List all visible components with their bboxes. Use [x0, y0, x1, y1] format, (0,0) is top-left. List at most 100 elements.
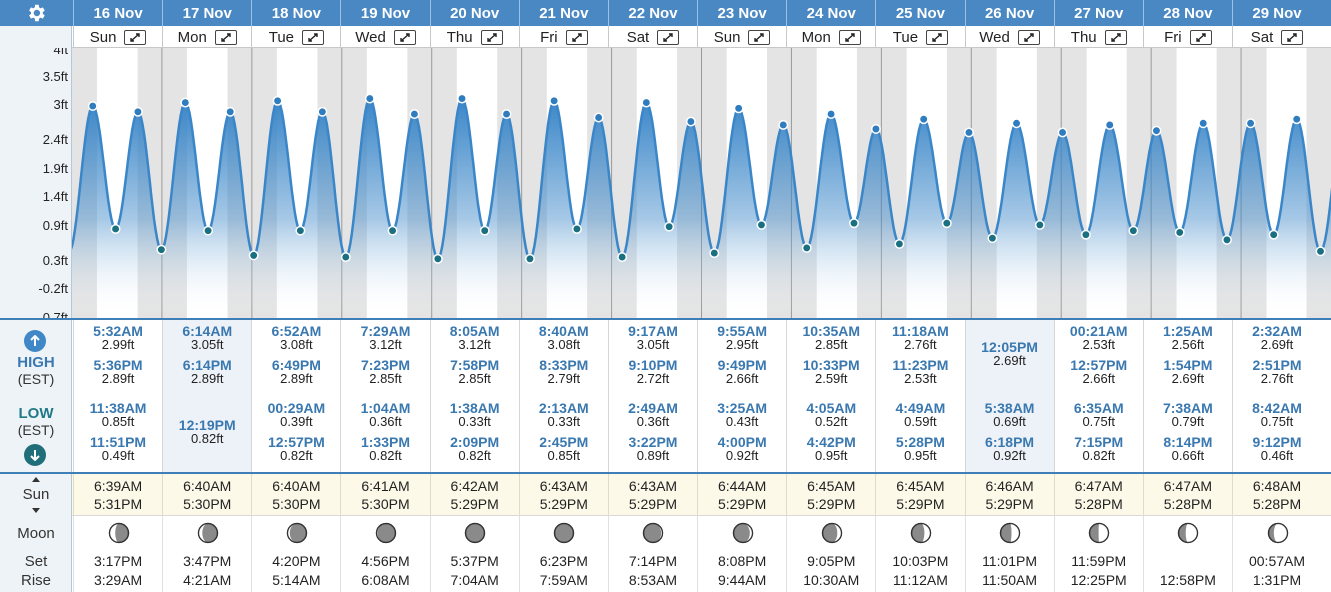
high-tide-point[interactable]: [1291, 114, 1302, 125]
high-tide-point[interactable]: [593, 112, 604, 123]
low-tide-height: 0.39ft: [280, 414, 313, 429]
high-tide-point[interactable]: [1011, 118, 1022, 129]
high-tide-point[interactable]: [1245, 118, 1256, 129]
high-tide-point[interactable]: [457, 93, 467, 104]
weekday-cell: Mon: [786, 26, 875, 48]
low-tide-point[interactable]: [110, 224, 121, 234]
high-tide-height: 2.59ft: [814, 371, 848, 386]
high-tide-time: 9:17AM: [628, 323, 678, 339]
low-tide-point[interactable]: [1174, 227, 1185, 238]
date-header: 20 Nov: [429, 0, 519, 26]
low-tide-entry: 4:49AM 0.59ft: [876, 401, 964, 429]
high-tide-height: 2.95ft: [725, 337, 759, 352]
scroll-up-button[interactable]: [24, 330, 46, 352]
high-tide-point[interactable]: [826, 109, 837, 120]
low-tide-point[interactable]: [340, 252, 351, 263]
low-tide-point[interactable]: [295, 225, 306, 236]
low-tide-entry: 5:28PM 0.95ft: [876, 435, 964, 463]
high-tide-point[interactable]: [964, 127, 974, 138]
high-tide-time: 5:36PM: [93, 357, 143, 373]
expand-day-button[interactable]: [480, 29, 503, 45]
expand-arrows-icon: [1110, 32, 1121, 42]
high-tide-point[interactable]: [409, 109, 420, 120]
high-tide-height: 2.99ft: [101, 337, 135, 352]
expand-day-button[interactable]: [565, 29, 588, 45]
high-tide-time: 7:58PM: [450, 357, 500, 373]
low-tide-point[interactable]: [709, 248, 720, 259]
low-tide-point[interactable]: [432, 253, 443, 264]
low-tide-point[interactable]: [617, 252, 628, 263]
low-tide-point[interactable]: [1315, 246, 1326, 257]
low-tide-height: 0.66ft: [1171, 448, 1205, 463]
low-tide-point[interactable]: [756, 219, 767, 230]
high-tide-point[interactable]: [778, 120, 789, 130]
sunrise-time: 6:46AM: [985, 478, 1034, 494]
low-tide-point[interactable]: [156, 244, 167, 255]
high-tide-point[interactable]: [870, 124, 881, 134]
low-tide-point[interactable]: [1080, 229, 1091, 240]
expand-day-button[interactable]: [748, 29, 771, 45]
expand-day-button[interactable]: [926, 29, 949, 45]
low-tide-point[interactable]: [987, 233, 998, 244]
moonrise-time: 11:50AM: [982, 572, 1038, 588]
expand-day-button[interactable]: [1104, 29, 1127, 45]
low-tide-time: 2:09PM: [450, 434, 500, 450]
high-tide-point[interactable]: [364, 93, 375, 104]
low-tide-point[interactable]: [1222, 234, 1232, 245]
expand-arrows-icon: [663, 32, 673, 42]
high-tide-time: 11:23PM: [892, 357, 949, 373]
expand-day-button[interactable]: [1189, 29, 1212, 45]
moonset-time: 00:57AM: [1248, 553, 1306, 569]
expand-day-button[interactable]: [1281, 29, 1304, 45]
low-tide-point[interactable]: [801, 242, 812, 253]
high-tide-point[interactable]: [272, 95, 283, 106]
weekday-label: Tue: [268, 28, 295, 46]
moon-phase-icon: [108, 522, 129, 544]
low-tide-point[interactable]: [849, 218, 859, 229]
low-tide-point[interactable]: [248, 250, 259, 261]
high-tide-point[interactable]: [225, 106, 236, 117]
low-tide-point[interactable]: [1268, 229, 1279, 240]
settings-button[interactable]: [0, 0, 72, 26]
high-tide-point[interactable]: [549, 95, 560, 106]
scroll-down-button[interactable]: [24, 444, 46, 466]
high-tide-point[interactable]: [1151, 125, 1162, 136]
low-tide-point[interactable]: [524, 253, 535, 264]
low-tide-point[interactable]: [1128, 225, 1139, 236]
high-tide-point[interactable]: [1057, 127, 1068, 138]
sunset-time: 5:29PM: [450, 496, 499, 512]
high-tide-point[interactable]: [501, 109, 512, 120]
high-tide-height: 2.69ft: [1171, 371, 1205, 386]
high-tide-point[interactable]: [1104, 120, 1115, 130]
expand-day-button[interactable]: [1017, 29, 1040, 45]
low-tide-point[interactable]: [894, 238, 905, 249]
high-tide-entry: 11:23PM 2.53ft: [876, 358, 964, 386]
high-tide-point[interactable]: [641, 97, 652, 108]
low-tide-point[interactable]: [387, 225, 398, 236]
high-tide-point[interactable]: [132, 106, 143, 117]
low-tide-point[interactable]: [479, 225, 490, 236]
high-tide-point[interactable]: [180, 97, 191, 108]
low-tide-point[interactable]: [941, 218, 952, 229]
expand-day-button[interactable]: [657, 29, 680, 45]
weekday-label: Wed: [355, 28, 386, 46]
expand-day-button[interactable]: [838, 29, 861, 45]
expand-day-button[interactable]: [214, 29, 237, 45]
low-tide-point[interactable]: [571, 224, 582, 234]
low-tide-point[interactable]: [664, 221, 675, 232]
high-tide-point[interactable]: [685, 116, 696, 127]
high-tide-point[interactable]: [918, 114, 929, 125]
expand-day-button[interactable]: [302, 29, 325, 45]
low-tide-point[interactable]: [203, 225, 214, 236]
low-tide-point[interactable]: [1034, 219, 1045, 230]
weekday-cell: Wed: [340, 26, 429, 48]
high-tide-point[interactable]: [1198, 118, 1209, 129]
low-tide-time: 2:13AM: [538, 400, 589, 416]
high-tide-point[interactable]: [87, 101, 98, 111]
low-tide-height: 0.33ft: [458, 414, 491, 429]
y-tick-label: 0.9ft: [42, 218, 68, 234]
expand-day-button[interactable]: [124, 29, 147, 45]
high-tide-point[interactable]: [733, 103, 744, 114]
high-tide-point[interactable]: [317, 106, 328, 117]
expand-day-button[interactable]: [393, 29, 416, 45]
